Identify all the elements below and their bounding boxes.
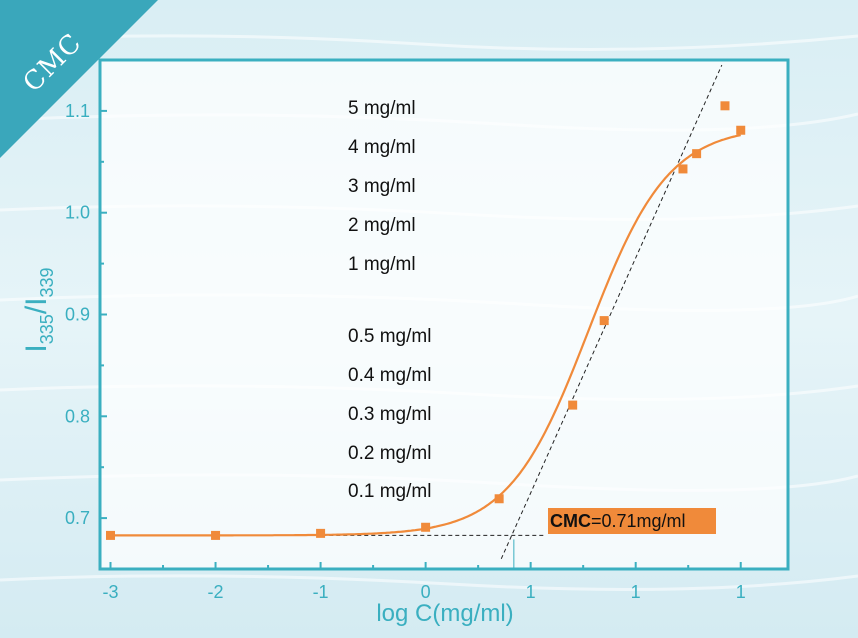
concentration-label: 4 mg/ml bbox=[348, 137, 416, 158]
data-point bbox=[720, 101, 730, 111]
x-tick-label: 0 bbox=[421, 582, 431, 602]
tangent-dashed-line bbox=[500, 64, 723, 560]
concentration-label: 0.4 mg/ml bbox=[348, 365, 432, 386]
x-tick-label: 1 bbox=[736, 582, 746, 602]
concentration-label: 0.1 mg/ml bbox=[348, 481, 432, 502]
concentration-label: 0.3 mg/ml bbox=[348, 404, 432, 425]
x-tick-label: -3 bbox=[102, 582, 118, 602]
x-tick-label: 1 bbox=[526, 582, 536, 602]
data-point bbox=[568, 400, 578, 410]
concentration-label: 0.5 mg/ml bbox=[348, 326, 432, 347]
concentration-label: 0.2 mg/ml bbox=[348, 443, 432, 464]
y-tick-label: 0.9 bbox=[65, 305, 90, 325]
data-point bbox=[494, 494, 504, 504]
x-tick-label: -1 bbox=[313, 582, 329, 602]
x-tick-label: -2 bbox=[208, 582, 224, 602]
y-tick-label: 1.1 bbox=[65, 101, 90, 121]
data-point bbox=[692, 149, 702, 159]
data-point bbox=[316, 528, 326, 538]
y-tick-label: 1.0 bbox=[65, 203, 90, 223]
concentration-label: 2 mg/ml bbox=[348, 215, 416, 236]
data-point bbox=[599, 316, 609, 326]
data-point bbox=[421, 522, 431, 532]
y-axis-label: I335/I339 bbox=[20, 267, 57, 353]
data-point bbox=[106, 530, 116, 540]
plot-frame bbox=[98, 58, 790, 571]
data-point bbox=[736, 125, 746, 135]
y-tick-label: 0.8 bbox=[65, 406, 90, 426]
x-tick-label: 1 bbox=[631, 582, 641, 602]
corner-badge bbox=[0, 0, 158, 158]
cmc-annotation: CMC=0.71mg/ml bbox=[548, 508, 716, 534]
concentration-label: 3 mg/ml bbox=[348, 176, 416, 197]
concentration-label: 1 mg/ml bbox=[348, 254, 416, 275]
data-point bbox=[678, 164, 688, 174]
y-tick-label: 0.7 bbox=[65, 508, 90, 528]
concentration-label: 5 mg/ml bbox=[348, 98, 416, 119]
data-point bbox=[211, 530, 221, 540]
x-axis-label: log C(mg/ml) bbox=[376, 600, 514, 627]
